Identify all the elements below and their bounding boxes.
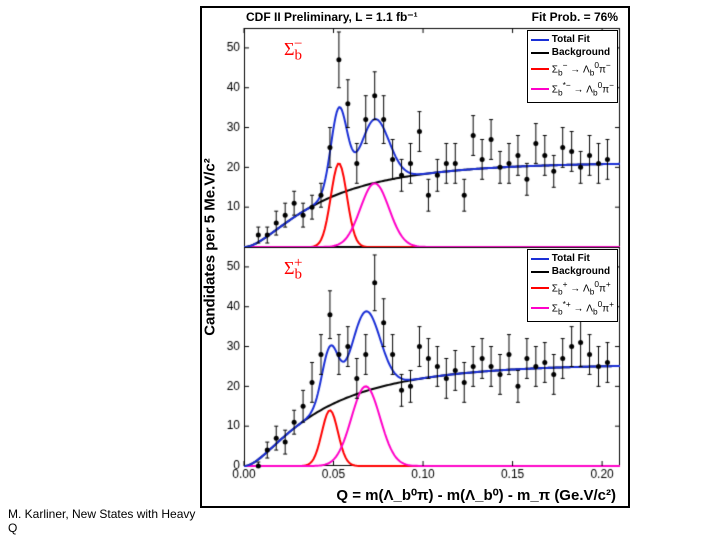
figure-header-left: CDF II Preliminary, L = 1.1 fb⁻¹ — [246, 10, 418, 24]
y-axis-label: Candidates per 5 Me.V/c² — [202, 158, 219, 336]
legend-label: Background — [552, 46, 610, 59]
legend-label: Total Fit — [552, 33, 590, 46]
figure-header-right: Fit Prob. = 76% — [532, 10, 618, 24]
legend: Total FitBackgroundΣb+ → Λb0π+Σb*+ → Λb0… — [527, 249, 618, 322]
panel-title: Σb+ — [284, 255, 310, 284]
footer-line1: M. Karliner, New States with Heavy — [8, 507, 195, 521]
legend-label: Σb− → Λb0π− — [552, 59, 611, 79]
legend-label: Background — [552, 265, 610, 278]
panel-title: Σb− — [284, 36, 310, 65]
footer-line2: Q — [8, 521, 17, 535]
physics-figure: CDF II Preliminary, L = 1.1 fb⁻¹ Fit Prob… — [200, 6, 630, 508]
slide-footer: M. Karliner, New States with Heavy Q — [8, 508, 195, 536]
legend-label: Σb+ → Λb0π+ — [552, 278, 611, 298]
legend-label: Total Fit — [552, 252, 590, 265]
legend-label: Σb*+ → Λb0π+ — [552, 298, 614, 318]
legend-label: Σb*− → Λb0π− — [552, 79, 614, 99]
x-axis-label: Q = m(Λ_b⁰π) - m(Λ_b⁰) - m_π (Ge.V/c²) — [336, 486, 616, 504]
legend: Total FitBackgroundΣb− → Λb0π−Σb*− → Λb0… — [527, 30, 618, 103]
